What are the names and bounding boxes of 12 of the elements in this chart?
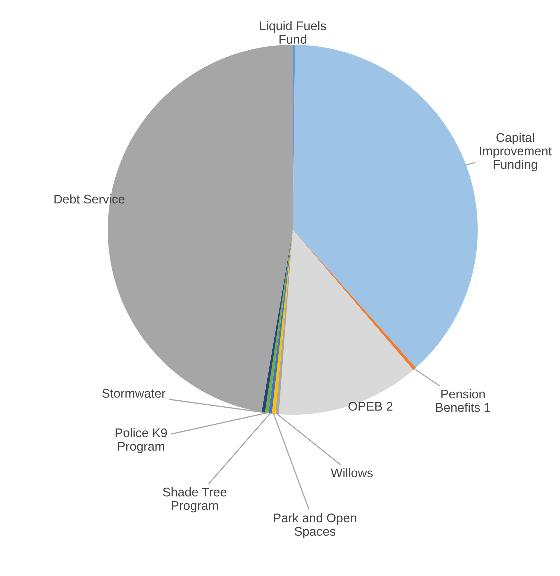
pie-slice — [279, 230, 414, 415]
pie-slice — [293, 45, 478, 368]
slice-label: Shade Tree Program — [163, 488, 227, 513]
slice-label: Police K9 Program — [116, 428, 168, 454]
slice-label: Park and Open Spaces — [274, 513, 356, 539]
slice-label: Pension Benefits 1 — [436, 389, 490, 412]
slice-label: OPEB 2 — [348, 402, 393, 411]
slice-label: Debt Service — [54, 194, 125, 204]
slice-label: Liquid Fuels Fund — [260, 21, 326, 44]
slice-label: Stormwater — [102, 389, 166, 398]
slice-label: Willows — [331, 468, 373, 478]
slice-label: Capital Improvement Funding — [480, 133, 552, 172]
